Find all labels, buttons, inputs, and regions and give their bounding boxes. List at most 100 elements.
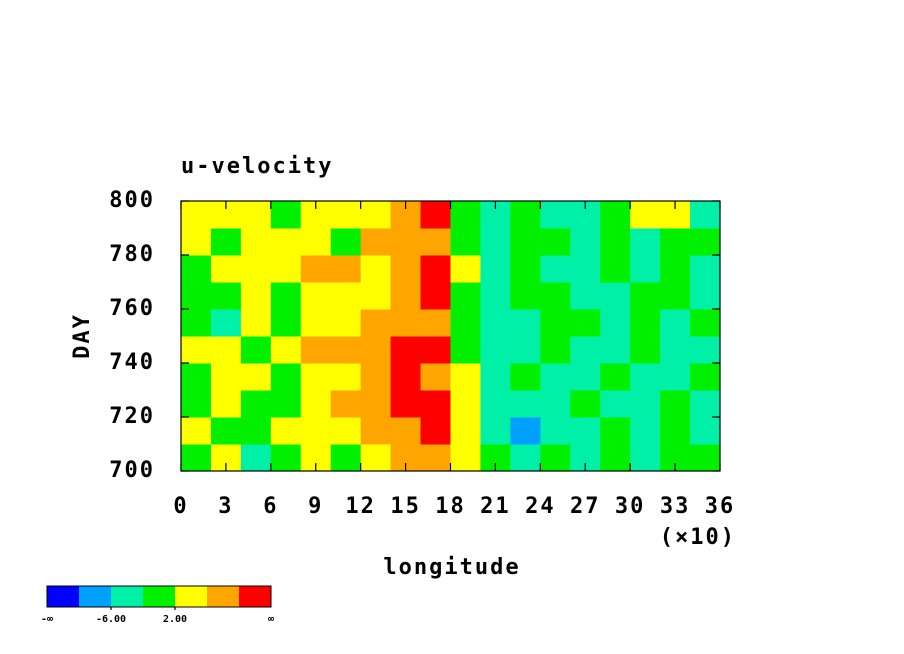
contour-cell (420, 255, 451, 283)
colorbar-swatch (143, 586, 175, 607)
contour-cell (240, 282, 272, 310)
contour-cell (630, 417, 661, 445)
contour-cell (210, 390, 242, 418)
contour-cell (690, 390, 721, 418)
contour-cell (330, 255, 362, 283)
contour-cell (390, 255, 422, 283)
contour-cell (181, 228, 212, 256)
contour-cell (600, 309, 631, 337)
contour-cell (450, 444, 481, 472)
contour-cell (360, 282, 392, 310)
contour-cell (330, 201, 362, 229)
contour-cell (181, 444, 212, 472)
x-tick-label: 6 (263, 494, 278, 519)
contour-cell (570, 417, 601, 445)
contour-cell (270, 201, 302, 229)
contour-cell (510, 363, 541, 391)
contour-cell (570, 363, 601, 391)
contour-cell (600, 363, 631, 391)
x-tick-label: 21 (480, 494, 511, 519)
contour-cell (300, 417, 332, 445)
contour-cell (300, 336, 332, 364)
contour-cell (570, 390, 601, 418)
contour-cell (210, 282, 242, 310)
contour-cell (600, 282, 631, 310)
contour-cell (690, 282, 721, 310)
contour-cell (660, 309, 691, 337)
y-tick-label: 700 (109, 458, 155, 483)
contour-cell (690, 417, 721, 445)
contour-cell (600, 228, 631, 256)
contour-cell (270, 255, 302, 283)
contour-cell (540, 336, 571, 364)
contour-cell (210, 363, 242, 391)
contour-cell (510, 309, 541, 337)
contour-cell (600, 417, 631, 445)
colorbar-swatch (239, 586, 271, 607)
contour-cell (630, 309, 661, 337)
contour-cell (510, 444, 541, 472)
contour-cell (270, 309, 302, 337)
contour-cell (330, 282, 362, 310)
contour-cell (480, 228, 511, 256)
contour-cell (360, 201, 392, 229)
contour-cell (181, 417, 212, 445)
contour-cell (540, 309, 571, 337)
contour-cell (480, 417, 511, 445)
contour-cell (181, 336, 212, 364)
contour-cell (240, 390, 272, 418)
contour-cell (420, 390, 451, 418)
x-tick-label: 24 (525, 494, 556, 519)
contour-cell (420, 309, 451, 337)
x-tick-label: 0 (173, 494, 188, 519)
contour-cell (360, 309, 392, 337)
colorbar-label: -∞ (41, 614, 53, 625)
contour-cell (300, 309, 332, 337)
contour-cell (240, 201, 272, 229)
contour-cell (660, 363, 691, 391)
colorbar-swatch (111, 586, 143, 607)
contour-cell (450, 336, 481, 364)
contour-cell (690, 255, 721, 283)
contour-cell (181, 363, 212, 391)
x-tick-label: 33 (660, 494, 691, 519)
contour-cell (420, 363, 451, 391)
contour-cell (420, 336, 451, 364)
contour-cell (390, 336, 422, 364)
contour-cell (480, 336, 511, 364)
contour-cell (330, 390, 362, 418)
contour-cell (240, 417, 272, 445)
colorbar-swatch (47, 586, 79, 607)
contour-cell (600, 255, 631, 283)
contour-cell (360, 444, 392, 472)
y-tick-label: 740 (109, 350, 155, 375)
contour-cell (690, 444, 721, 472)
contour-cell (240, 309, 272, 337)
contour-cell (390, 309, 422, 337)
contour-cell (450, 201, 481, 229)
contour-cell (480, 309, 511, 337)
y-axis-label: DAY (70, 313, 95, 359)
contour-cell (270, 417, 302, 445)
contour-cell (181, 282, 212, 310)
contour-cell (181, 309, 212, 337)
contour-cell (690, 309, 721, 337)
contour-cell (480, 390, 511, 418)
contour-cell (330, 228, 362, 256)
contour-cell (570, 309, 601, 337)
contour-cell (660, 390, 691, 418)
contour-cell (570, 255, 601, 283)
contour-cell (510, 336, 541, 364)
contour-cell (270, 336, 302, 364)
contour-cell (630, 390, 661, 418)
contour-cell (570, 282, 601, 310)
contour-cell (630, 255, 661, 283)
contour-cell (300, 390, 332, 418)
contour-cell (540, 363, 571, 391)
contour-cell (690, 336, 721, 364)
x-tick-label: 30 (615, 494, 646, 519)
x-tick-label: 36 (705, 494, 736, 519)
contour-cell (510, 228, 541, 256)
colorbar-swatch (207, 586, 239, 607)
contour-cell (360, 255, 392, 283)
